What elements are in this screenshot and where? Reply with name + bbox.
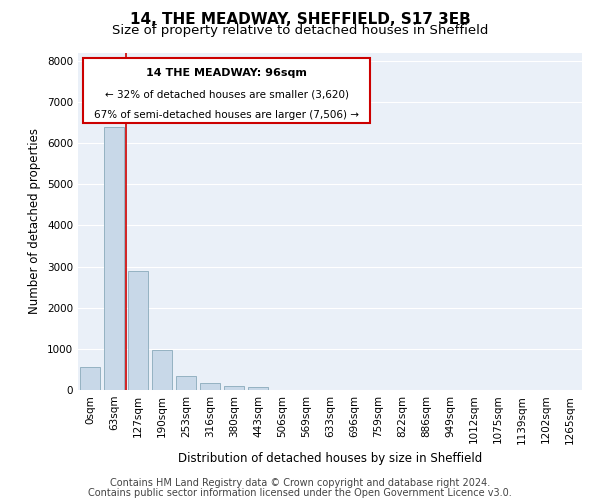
Bar bbox=[80, 366, 100, 390]
Text: Size of property relative to detached houses in Sheffield: Size of property relative to detached ho… bbox=[112, 24, 488, 37]
Y-axis label: Number of detached properties: Number of detached properties bbox=[28, 128, 41, 314]
Text: 14, THE MEADWAY, SHEFFIELD, S17 3EB: 14, THE MEADWAY, SHEFFIELD, S17 3EB bbox=[130, 12, 470, 28]
FancyBboxPatch shape bbox=[83, 58, 370, 124]
Text: ← 32% of detached houses are smaller (3,620): ← 32% of detached houses are smaller (3,… bbox=[104, 90, 349, 100]
Bar bbox=[200, 384, 220, 390]
Bar bbox=[104, 128, 124, 390]
Bar bbox=[128, 270, 148, 390]
Bar bbox=[152, 350, 172, 390]
Text: Contains HM Land Registry data © Crown copyright and database right 2024.: Contains HM Land Registry data © Crown c… bbox=[110, 478, 490, 488]
Text: 67% of semi-detached houses are larger (7,506) →: 67% of semi-detached houses are larger (… bbox=[94, 110, 359, 120]
Text: Contains public sector information licensed under the Open Government Licence v3: Contains public sector information licen… bbox=[88, 488, 512, 498]
Bar bbox=[224, 386, 244, 390]
Bar bbox=[176, 376, 196, 390]
X-axis label: Distribution of detached houses by size in Sheffield: Distribution of detached houses by size … bbox=[178, 452, 482, 465]
Text: 14 THE MEADWAY: 96sqm: 14 THE MEADWAY: 96sqm bbox=[146, 68, 307, 78]
Bar bbox=[248, 386, 268, 390]
